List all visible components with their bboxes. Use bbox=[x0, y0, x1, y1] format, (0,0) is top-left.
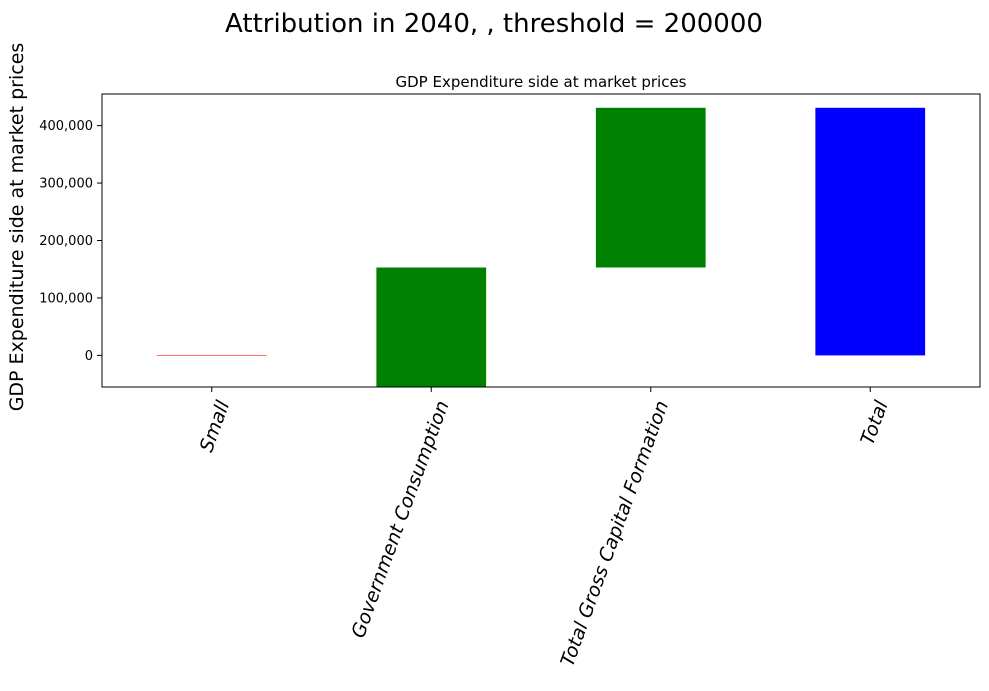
x-tick-label-government-consumption: Government Consumption bbox=[347, 398, 453, 641]
chart-suptitle: Attribution in 2040, , threshold = 20000… bbox=[225, 9, 763, 39]
bar-total-gross-capital-formation bbox=[595, 107, 706, 268]
y-tick-label: 300,000 bbox=[39, 177, 93, 192]
x-tick-label-total-gross-capital-formation: Total Gross Capital Formation bbox=[556, 398, 673, 669]
y-axis-label: GDP Expenditure side at market prices bbox=[6, 43, 28, 412]
bars-group bbox=[156, 107, 926, 387]
x-tick-label-small: Small bbox=[195, 397, 234, 455]
x-axis: Small Government Consumption Total Gross C… bbox=[195, 387, 893, 669]
bar-government-consumption bbox=[376, 267, 487, 387]
y-tick-label: 200,000 bbox=[39, 234, 93, 249]
chart-title: GDP Expenditure side at market prices bbox=[396, 73, 687, 91]
y-tick-label: 400,000 bbox=[39, 119, 93, 134]
x-tick-label-total: Total bbox=[857, 397, 893, 448]
y-tick-label: 100,000 bbox=[39, 291, 93, 306]
y-tick-label: 0 bbox=[85, 349, 93, 364]
y-axis: 0 100,000 200,000 300,000 400,000 bbox=[39, 119, 102, 364]
plot-frame bbox=[101, 93, 981, 388]
bar-small bbox=[156, 355, 267, 356]
bar-total bbox=[815, 107, 926, 356]
